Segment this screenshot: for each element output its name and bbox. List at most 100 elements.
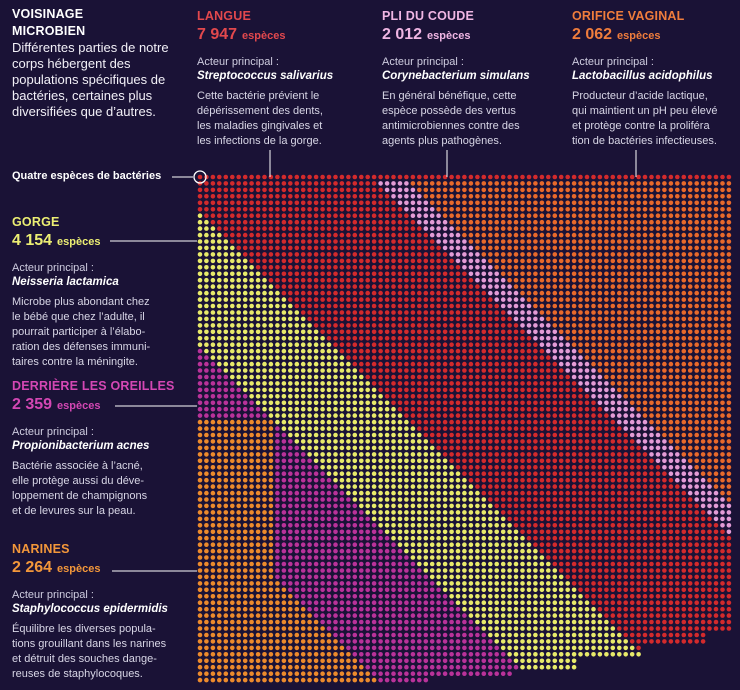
bacteria-dot: [617, 516, 622, 522]
bacteria-dot: [623, 471, 628, 477]
bacteria-dot: [584, 207, 590, 212]
bacteria-dot: [462, 516, 467, 522]
bacteria-dot: [442, 271, 448, 277]
bacteria-dot: [462, 342, 467, 348]
bacteria-dot: [468, 219, 474, 225]
bacteria-dot: [204, 555, 209, 560]
bacteria-dot: [365, 477, 371, 483]
bacteria-dot: [468, 226, 474, 231]
bacteria-dot: [236, 297, 241, 302]
bacteria-dot: [558, 432, 564, 438]
bacteria-dot: [475, 445, 480, 451]
bacteria-dot: [423, 368, 429, 373]
bacteria-dot: [210, 271, 216, 277]
bacteria-dot: [268, 516, 274, 522]
bacteria-dot: [655, 516, 661, 522]
bacteria-dot: [449, 329, 454, 335]
bacteria-dot: [539, 497, 545, 502]
bacteria-dot: [346, 265, 351, 270]
bacteria-dot: [591, 239, 596, 244]
bacteria-dot: [262, 174, 267, 180]
bacteria-dot: [475, 548, 480, 554]
bacteria-dot: [365, 406, 371, 412]
bacteria-dot: [391, 477, 396, 483]
bacteria-dot: [687, 174, 693, 180]
bacteria-dot: [726, 342, 732, 348]
bacteria-dot: [230, 368, 235, 373]
bacteria-dot: [546, 497, 551, 502]
bacteria-dot: [539, 174, 545, 180]
bacteria-dot: [726, 458, 732, 464]
bacteria-dot: [571, 471, 577, 477]
bacteria-dot: [552, 277, 558, 283]
bacteria-dot: [223, 310, 229, 315]
bacteria-dot: [539, 239, 545, 244]
bacteria-dot: [371, 194, 377, 199]
bacteria-dot: [571, 348, 577, 354]
bacteria-dot: [300, 252, 306, 257]
bacteria-dot: [436, 232, 441, 238]
bacteria-dot: [288, 413, 293, 418]
bacteria-dot: [636, 471, 641, 477]
bacteria-dot: [249, 374, 254, 380]
bacteria-dot: [610, 426, 616, 431]
bacteria-dot: [513, 258, 519, 264]
bacteria-dot: [539, 181, 545, 186]
bacteria-dot: [204, 355, 209, 360]
bacteria-dot: [313, 458, 319, 464]
bacteria-dot: [668, 426, 674, 431]
bacteria-dot: [359, 535, 364, 541]
bacteria-dot: [217, 361, 222, 367]
bacteria-dot: [558, 271, 564, 277]
bacteria-dot: [449, 361, 454, 367]
bacteria-dot: [462, 265, 467, 270]
bacteria-dot: [320, 523, 325, 528]
bacteria-dot: [597, 426, 603, 431]
bacteria-dot: [546, 252, 551, 257]
bacteria-dot: [687, 316, 693, 322]
bacteria-dot: [617, 523, 622, 528]
bacteria-dot: [584, 523, 590, 528]
bacteria-dot: [687, 471, 693, 477]
bacteria-dot: [410, 207, 416, 212]
bacteria-dot: [720, 471, 725, 477]
bacteria-dot: [507, 187, 512, 193]
bacteria-dot: [636, 219, 641, 225]
bacteria-dot: [500, 316, 506, 322]
bacteria-dot: [629, 432, 635, 438]
bacteria-dot: [649, 213, 654, 218]
bacteria-dot: [649, 245, 654, 251]
bacteria-dot: [365, 187, 371, 193]
bacteria-dot: [668, 471, 674, 477]
bacteria-dot: [526, 458, 532, 464]
bacteria-dot: [642, 290, 648, 296]
bacteria-dot: [397, 471, 403, 477]
bacteria-dot: [217, 316, 222, 322]
bacteria-dot: [217, 471, 222, 477]
bacteria-dot: [294, 348, 300, 354]
bacteria-dot: [494, 284, 500, 289]
bacteria-dot: [307, 200, 312, 206]
bacteria-dot: [217, 265, 222, 270]
bacteria-dot: [500, 336, 506, 341]
bacteria-dot: [326, 413, 332, 418]
bacteria-dot: [591, 458, 596, 464]
bacteria-dot: [552, 348, 558, 354]
bacteria-dot: [326, 542, 332, 547]
bacteria-dot: [423, 258, 429, 264]
bacteria-dot: [623, 529, 628, 535]
bacteria-dot: [255, 284, 261, 289]
bacteria-dot: [210, 368, 216, 373]
bacteria-dot: [662, 419, 667, 425]
bacteria-dot: [275, 336, 280, 341]
bacteria-dot: [313, 336, 319, 341]
bacteria-dot: [636, 342, 641, 348]
bacteria-dot: [539, 465, 545, 470]
bacteria-dot: [578, 323, 583, 328]
bacteria-dot: [429, 361, 435, 367]
bacteria-dot: [475, 194, 480, 199]
bacteria-dot: [539, 477, 545, 483]
bacteria-dot: [359, 394, 364, 399]
bacteria-dot: [326, 207, 332, 212]
bacteria-dot: [713, 252, 719, 257]
